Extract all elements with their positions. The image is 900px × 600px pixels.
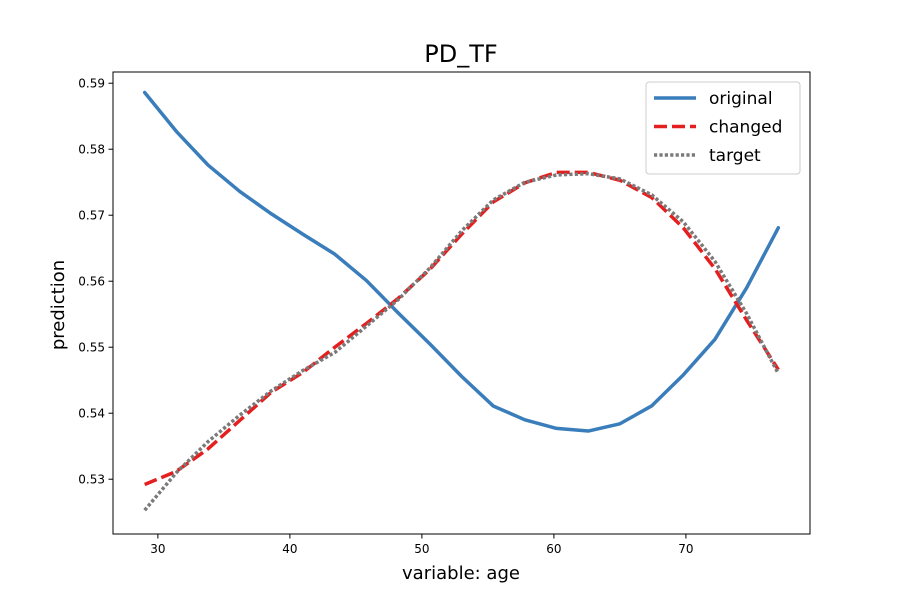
legend-label-changed: changed — [709, 118, 782, 138]
y-tick-label: 0.53 — [78, 473, 105, 487]
x-tick-label: 30 — [150, 542, 165, 556]
chart-title: PD_TF — [424, 40, 497, 68]
x-tick-label: 70 — [678, 542, 693, 556]
legend: original changed target — [645, 81, 801, 175]
series-line-target — [143, 171, 780, 512]
y-tick-label: 0.54 — [78, 407, 105, 421]
series-line-changed — [144, 170, 780, 487]
x-tick-label: 40 — [282, 542, 297, 556]
x-tick-label: 50 — [414, 542, 429, 556]
plot-area: 30 40 50 60 70 0.53 0.54 0.55 0.56 0.57 0.58 0.59 — [78, 71, 811, 556]
y-tick-label: 0.57 — [78, 209, 105, 223]
y-tick-label: 0.59 — [78, 77, 105, 91]
plot-frame — [112, 71, 811, 535]
x-tick-label: 60 — [546, 542, 561, 556]
y-tick-label: 0.56 — [78, 275, 105, 289]
x-axis-label: variable: age — [402, 563, 520, 584]
y-tick-label: 0.55 — [78, 341, 105, 355]
legend-label-original: original — [709, 89, 773, 109]
y-axis-label: prediction — [48, 260, 69, 350]
y-tick-label: 0.58 — [78, 143, 105, 157]
legend-box — [645, 81, 801, 175]
series-line-original — [142, 90, 781, 433]
legend-label-target: target — [709, 146, 761, 166]
